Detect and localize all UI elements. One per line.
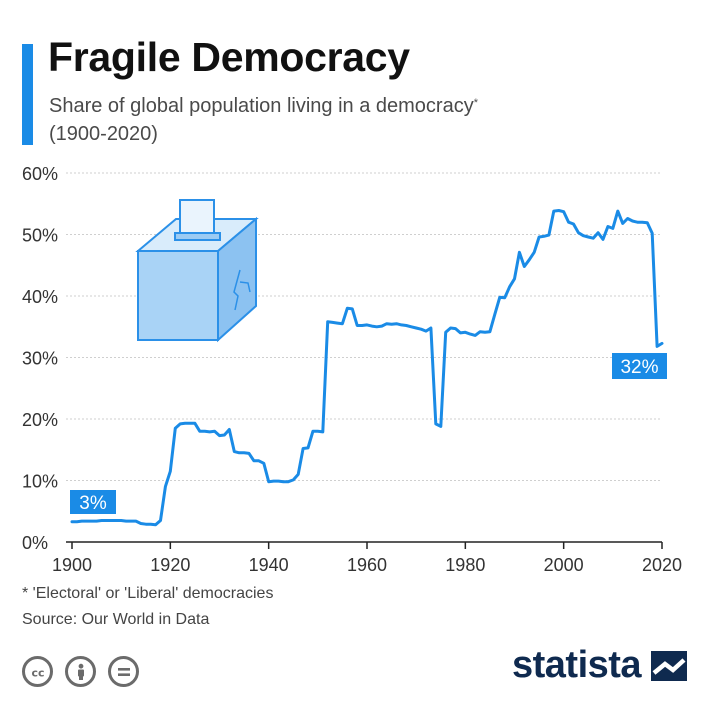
subtitle-line-1: Share of global population living in a d…: [49, 95, 474, 117]
chart-grid: [66, 172, 662, 481]
x-tick-label: 1900: [52, 555, 92, 575]
y-tick-label: 20%: [22, 410, 58, 430]
chart-title: Fragile Democracy: [48, 34, 410, 80]
series-line: [70, 209, 664, 527]
data-label: 3%: [70, 490, 116, 514]
no-derivatives-icon[interactable]: [108, 656, 139, 687]
chart-labels: 3% 32%: [70, 353, 667, 514]
attribution-icon[interactable]: [65, 656, 96, 687]
y-tick-label: 50%: [22, 226, 58, 246]
subtitle-line-2: (1900-2020): [49, 123, 158, 145]
data-label-bg: [612, 353, 667, 379]
y-tick-label: 0%: [22, 533, 48, 553]
x-tick-label: 1920: [150, 555, 190, 575]
data-label: 32%: [612, 353, 667, 379]
y-tick-label: 30%: [22, 349, 58, 369]
x-tick-label: 1980: [445, 555, 485, 575]
statista-logo-mark: [651, 650, 688, 681]
source-note: Source: Our World in Data: [22, 611, 210, 628]
statista-logo[interactable]: statista: [512, 644, 688, 687]
x-tick-label: 2000: [544, 555, 584, 575]
footnote: * 'Electoral' or 'Liberal' democracies: [22, 585, 274, 602]
x-tick-label: 2020: [642, 555, 682, 575]
brand-name: statista: [512, 644, 642, 686]
ballot-box-icon: [135, 199, 259, 343]
chart-series: [70, 209, 664, 527]
chart-axes: 0% 10% 20% 30% 40% 50% 60% 1900 1920 1940 1960 1980…: [22, 164, 682, 575]
data-label-text: 32%: [620, 357, 658, 378]
x-tick-label: 1940: [249, 555, 289, 575]
svg-text:cc: cc: [31, 666, 44, 679]
x-tick-label: 1960: [347, 555, 387, 575]
y-tick-label: 60%: [22, 164, 58, 184]
subtitle-asterisk: *: [473, 97, 478, 109]
y-tick-label: 40%: [22, 287, 58, 307]
data-label-bg: [70, 490, 116, 514]
chart-subtitle: Share of global population living in a d…: [49, 92, 478, 148]
cc-icon[interactable]: cc: [22, 656, 53, 687]
data-label-text: 3%: [79, 493, 107, 514]
title-accent-bar: [22, 44, 33, 145]
y-tick-label: 10%: [22, 472, 58, 492]
